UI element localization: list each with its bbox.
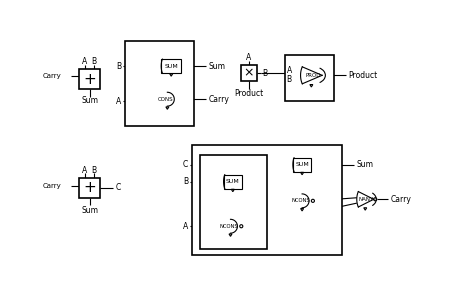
Text: B: B xyxy=(92,166,97,175)
Text: Sum: Sum xyxy=(357,160,374,169)
Text: B: B xyxy=(262,69,267,78)
Text: Carry: Carry xyxy=(391,195,412,204)
Bar xyxy=(293,158,311,172)
Bar xyxy=(285,55,335,101)
Text: NCONS: NCONS xyxy=(220,224,238,229)
Text: A: A xyxy=(287,66,292,75)
Bar xyxy=(241,65,257,81)
Text: Sum: Sum xyxy=(81,206,98,215)
Text: +: + xyxy=(83,72,96,87)
Text: SUM: SUM xyxy=(226,179,240,184)
Bar xyxy=(79,178,101,198)
Text: B: B xyxy=(116,61,121,71)
Bar xyxy=(125,41,194,126)
Text: Carry: Carry xyxy=(209,95,230,104)
Text: B: B xyxy=(183,177,188,186)
Bar xyxy=(224,175,242,188)
Text: Sum: Sum xyxy=(209,61,226,71)
Text: Sum: Sum xyxy=(81,96,98,105)
Bar xyxy=(161,59,181,73)
Text: NCONS: NCONS xyxy=(291,198,310,203)
Text: C: C xyxy=(183,160,188,169)
Text: A: A xyxy=(247,53,251,62)
Text: Carry: Carry xyxy=(43,73,62,79)
Text: A: A xyxy=(82,166,88,175)
Text: Product: Product xyxy=(234,88,264,98)
Text: Carry: Carry xyxy=(43,183,62,189)
Text: PROD: PROD xyxy=(305,73,321,78)
Text: A: A xyxy=(183,222,188,231)
Text: Product: Product xyxy=(348,71,378,80)
Text: NANY: NANY xyxy=(358,197,374,202)
Bar xyxy=(200,155,267,249)
Text: SUM: SUM xyxy=(295,162,309,167)
Text: C: C xyxy=(116,183,121,192)
Bar xyxy=(79,69,101,89)
Bar xyxy=(192,146,342,255)
Text: B: B xyxy=(287,76,292,84)
Text: A: A xyxy=(116,97,121,106)
Text: SUM: SUM xyxy=(164,64,178,69)
Text: A: A xyxy=(82,57,88,66)
Text: B: B xyxy=(92,57,97,66)
Text: CONS: CONS xyxy=(158,97,174,102)
Text: ×: × xyxy=(244,66,254,79)
Text: +: + xyxy=(83,180,96,195)
